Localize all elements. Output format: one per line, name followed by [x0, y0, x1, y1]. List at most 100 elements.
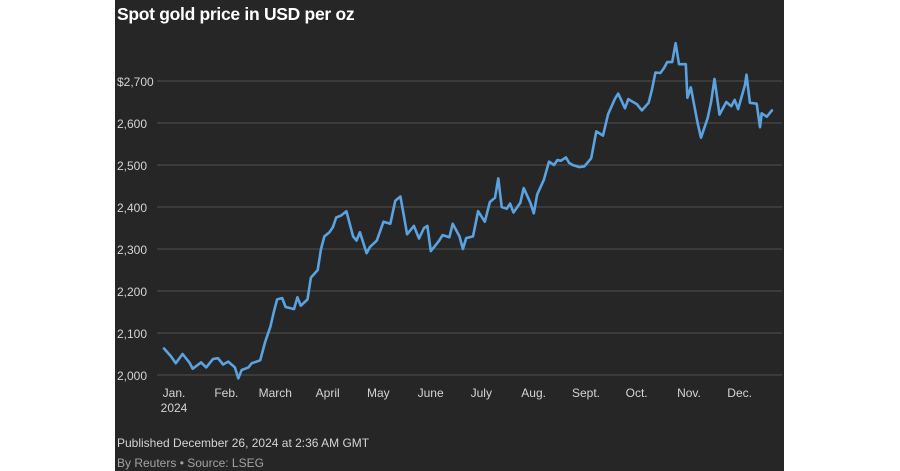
x-tick-label: April: [316, 386, 340, 400]
data-point: [602, 134, 604, 137]
data-point: [212, 358, 214, 360]
gridlines: [157, 80, 782, 376]
data-point: [755, 102, 758, 105]
data-point: [494, 196, 496, 199]
y-tick-label: $2,700: [117, 75, 154, 89]
data-point: [205, 366, 208, 369]
data-point: [500, 206, 503, 208]
data-point: [543, 178, 545, 181]
data-point: [269, 325, 272, 328]
data-point: [759, 126, 761, 129]
data-point: [458, 235, 461, 238]
data-point: [234, 366, 236, 369]
data-point: [627, 98, 630, 100]
x-tick-label: Dec.: [727, 386, 752, 400]
data-point: [725, 101, 728, 103]
data-point: [730, 105, 733, 108]
data-point: [548, 160, 550, 163]
data-point: [565, 156, 567, 159]
x-tick-label: July: [471, 386, 492, 400]
data-point: [765, 115, 768, 118]
data-point: [666, 61, 669, 63]
data-point: [382, 220, 385, 223]
data-point: [536, 193, 539, 196]
data-point: [435, 243, 437, 246]
data-point: [659, 72, 662, 74]
data-point: [745, 73, 748, 76]
data-point: [188, 361, 191, 364]
data-point: [578, 166, 581, 169]
data-point: [394, 199, 397, 202]
data-point: [340, 214, 343, 217]
data-point: [722, 107, 724, 110]
data-point: [169, 355, 172, 357]
data-point: [217, 357, 219, 360]
x-tick-year-label: 2024: [161, 401, 188, 415]
data-point: [296, 296, 299, 299]
data-point: [684, 63, 687, 66]
y-tick-label: 2,500: [117, 159, 147, 173]
data-point: [472, 235, 474, 238]
data-point: [671, 61, 674, 63]
data-point: [568, 162, 571, 164]
published-note: Published December 26, 2024 at 2:36 AM G…: [117, 436, 370, 450]
data-point: [335, 216, 338, 219]
data-point: [595, 130, 598, 133]
data-point: [163, 347, 165, 350]
data-point: [700, 136, 702, 139]
data-point: [276, 298, 278, 301]
data-point: [426, 225, 429, 227]
data-point: [617, 92, 620, 95]
data-point: [272, 311, 275, 313]
y-tick-label: 2,200: [117, 285, 147, 299]
data-point: [293, 308, 295, 310]
x-tick-label: March: [259, 386, 292, 400]
data-point: [389, 222, 392, 225]
data-point: [448, 236, 451, 239]
data-point: [529, 201, 532, 204]
data-point: [191, 367, 194, 370]
data-point: [654, 71, 657, 74]
data-point: [607, 113, 609, 116]
data-point: [250, 362, 253, 365]
data-point: [512, 211, 515, 214]
series-layer: [162, 41, 774, 380]
data-point: [288, 306, 290, 309]
data-point: [749, 101, 751, 104]
data-point: [299, 304, 302, 307]
data-point: [641, 109, 643, 112]
data-point: [713, 78, 716, 80]
data-point: [227, 360, 230, 363]
data-point: [710, 101, 712, 103]
data-point: [559, 159, 562, 162]
x-tick-label: Feb.: [214, 386, 238, 400]
data-point: [345, 210, 348, 213]
data-point: [733, 99, 736, 101]
data-point: [696, 122, 699, 124]
data-point: [718, 113, 721, 116]
data-point: [237, 377, 240, 380]
data-point: [423, 227, 425, 229]
y-tick-label: 2,600: [117, 117, 147, 131]
data-point: [483, 220, 486, 223]
y-axis-labels: 2,000 2,100 2,200 2,300 2,400 2,500 2,600 $2,70…: [117, 75, 154, 383]
x-tick-label: Nov.: [677, 386, 701, 400]
data-point: [635, 103, 638, 105]
data-point: [489, 201, 491, 203]
data-point: [744, 84, 746, 87]
data-point: [465, 237, 468, 240]
data-point: [284, 306, 287, 308]
y-tick-label: 2,000: [117, 369, 147, 383]
data-point: [571, 164, 574, 166]
data-point: [689, 86, 692, 89]
data-point: [441, 234, 444, 237]
x-tick-label: Oct.: [626, 386, 648, 400]
data-point: [365, 252, 368, 255]
data-point: [686, 96, 689, 99]
chart-title: Spot gold price in USD per oz: [117, 4, 355, 24]
data-point: [451, 222, 454, 225]
data-point: [429, 250, 432, 253]
data-point: [174, 362, 177, 365]
data-point: [352, 235, 354, 238]
